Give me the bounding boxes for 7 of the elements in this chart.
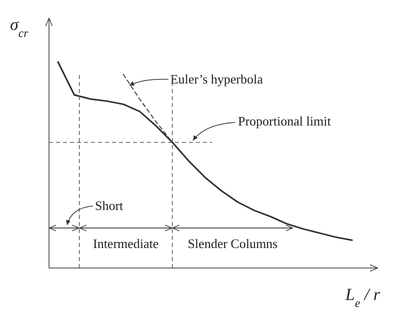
legend-label: Euler’s hyperbola — [170, 71, 264, 86]
y-axis-title: σ$_{cr}$ — [10, 15, 29, 40]
x-axis-title: L$_{e}$ / r — [344, 285, 380, 310]
annotation: Slender Columns — [188, 236, 278, 251]
annotation: Short — [95, 198, 124, 213]
annotation: Intermediate — [92, 236, 159, 251]
annotation: Proportional limit — [238, 113, 332, 128]
